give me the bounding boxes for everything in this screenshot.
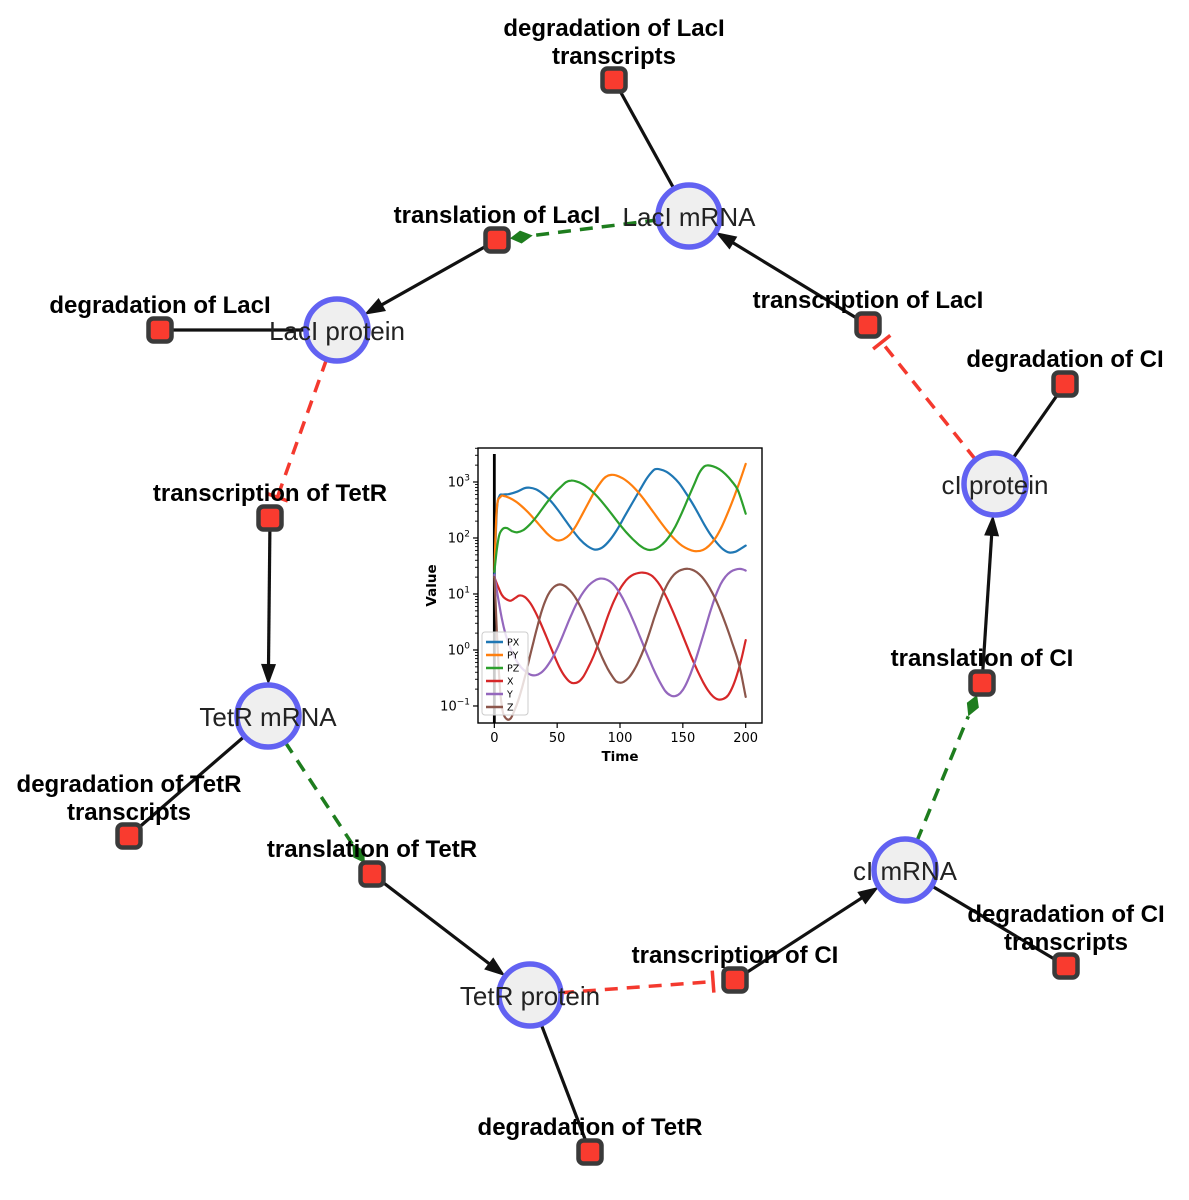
x-tick-label: 100: [608, 731, 633, 746]
reaction-node-translation-of-ci[interactable]: [968, 669, 996, 697]
edge-modifier-tetr-mrna-translation-of-tetr: [283, 740, 365, 864]
modifier-diamond-icon: [509, 230, 533, 244]
inhibition-tee-icon: [266, 491, 289, 503]
reaction-label: translation of CI: [891, 645, 1074, 672]
arrowhead-icon: [364, 297, 386, 315]
y-tick-label: 100: [448, 641, 471, 658]
plot-series: [492, 454, 747, 723]
series-PX-line: [493, 467, 747, 579]
reaction-node-degradation-of-ci[interactable]: [1051, 370, 1079, 398]
x-tick-label: 0: [490, 731, 498, 746]
reaction-label: degradation of TetR: [478, 1114, 703, 1141]
reaction-label: degradation of CI: [966, 346, 1163, 373]
legend-label-PZ: PZ: [507, 664, 520, 675]
reaction-node-translation-of-laci[interactable]: [483, 226, 511, 254]
inhibition-tee-icon: [872, 333, 892, 351]
reaction-node-transcription-of-ci[interactable]: [721, 966, 749, 994]
modifier-diamond-icon: [352, 843, 365, 864]
edge-production-transcription-of-tetr-tetr-mrna: [261, 517, 277, 686]
reaction-label: transcripts: [552, 43, 676, 70]
edge-production-translation-of-tetr-tetr-protein: [371, 872, 506, 977]
species-label: cI protein: [942, 470, 1049, 500]
edge-consumption-tetr-protein-degradation-of-tetr: [539, 1023, 592, 1153]
species-label: cI mRNA: [853, 856, 958, 886]
species-node-tetr-protein[interactable]: [496, 961, 564, 1029]
nodes-layer: [115, 66, 1080, 1166]
timecourse-plot: 0 50 100 150 20010310210110010−1TimeValuePXP…: [424, 447, 763, 765]
reaction-node-degradation-of-laci-transcripts[interactable]: [600, 66, 628, 94]
x-axis-title: Time: [601, 749, 638, 765]
arrowhead-icon: [261, 663, 277, 686]
edge-modifier-laci-mrna-translation-of-laci: [509, 218, 659, 244]
legend-label-Y: Y: [506, 690, 513, 701]
arrowhead-icon: [857, 886, 879, 905]
species-node-ci-mrna[interactable]: [871, 836, 939, 904]
series-Y-line: [493, 567, 747, 698]
species-label: LacI mRNA: [623, 202, 757, 232]
reaction-label: degradation of TetR: [17, 771, 242, 798]
plot-frame: [477, 447, 763, 724]
arrowhead-icon: [984, 514, 1000, 537]
edge-production-transcription-of-ci-ci-mrna: [734, 886, 879, 982]
species-node-laci-protein[interactable]: [303, 296, 371, 364]
reaction-label: transcripts: [67, 799, 191, 826]
edge-consumption-laci-mrna-degradation-of-laci-transcripts: [612, 79, 676, 190]
reaction-node-degradation-of-laci[interactable]: [146, 316, 174, 344]
species-label: TetR protein: [460, 981, 600, 1011]
species-label: TetR mRNA: [199, 702, 337, 732]
edge-inhibition-laci-protein-transcription-of-tetr: [266, 358, 329, 503]
reaction-label: degradation of LacI: [49, 292, 270, 319]
y-tick-label: 101: [448, 585, 470, 602]
edge-production-transcription-of-laci-laci-mrna: [715, 232, 869, 327]
y-tick-label: 103: [448, 473, 470, 490]
reaction-node-degradation-of-ci-transcripts[interactable]: [1052, 952, 1080, 980]
reaction-label: degradation of LacI: [503, 15, 724, 42]
reaction-label: translation of LacI: [394, 202, 601, 229]
edge-inhibition-tetr-protein-transcription-of-ci: [560, 970, 716, 995]
reaction-label: transcripts: [1004, 929, 1128, 956]
edge-inhibition-ci-protein-transcription-of-laci: [872, 333, 978, 461]
y-tick-label: 10−1: [440, 697, 470, 714]
reaction-node-transcription-of-laci[interactable]: [854, 311, 882, 339]
legend-label-PX: PX: [507, 638, 520, 649]
reaction-label: transcription of CI: [632, 942, 839, 969]
series-PZ-line: [493, 464, 747, 573]
arrowhead-icon: [715, 232, 738, 250]
labels-layer: LacI mRNA LacI protein TetR mRNA TetR prote…: [17, 15, 1165, 1141]
plot-legend: PX PY PZ XYZ: [481, 631, 529, 716]
species-label: LacI protein: [269, 316, 405, 346]
reaction-node-degradation-of-tetr-transcripts[interactable]: [115, 822, 143, 850]
species-node-ci-protein[interactable]: [961, 450, 1029, 518]
reaction-node-transcription-of-tetr[interactable]: [256, 504, 284, 532]
x-tick-label: 50: [549, 731, 566, 746]
arrowhead-icon: [484, 957, 506, 977]
species-node-tetr-mrna[interactable]: [234, 682, 302, 750]
y-axis-title: Value: [424, 564, 440, 606]
legend-label-Z: Z: [507, 703, 514, 714]
reaction-node-translation-of-tetr[interactable]: [358, 860, 386, 888]
series-PY-line: [493, 462, 747, 573]
inhibition-tee-icon: [710, 970, 716, 993]
reaction-label: transcription of TetR: [153, 480, 387, 507]
legend-label-PY: PY: [507, 651, 519, 662]
reaction-label: translation of TetR: [267, 836, 477, 863]
legend-label-X: X: [507, 677, 514, 688]
y-tick-label: 102: [448, 529, 470, 546]
x-tick-label: 150: [670, 731, 695, 746]
plot-axes: 0 50 100 150 200 103 102 101 100 10−1: [440, 447, 758, 746]
edge-production-translation-of-ci-ci-protein: [980, 514, 1000, 684]
x-tick-label: 200: [733, 731, 758, 746]
reaction-node-degradation-of-tetr[interactable]: [576, 1138, 604, 1166]
modifier-diamond-icon: [966, 695, 979, 717]
reaction-label: transcription of LacI: [753, 287, 984, 314]
edge-production-translation-of-laci-laci-protein: [364, 238, 498, 315]
edge-consumption-tetr-mrna-degradation-of-tetr-transcripts: [127, 735, 246, 838]
edge-modifier-ci-mrna-translation-of-ci: [915, 695, 979, 843]
reaction-label: degradation of CI: [967, 901, 1164, 928]
edges-layer: [127, 79, 1067, 1153]
species-node-laci-mrna[interactable]: [655, 182, 723, 250]
edge-consumption-ci-mrna-degradation-of-ci-transcripts: [930, 884, 1067, 968]
